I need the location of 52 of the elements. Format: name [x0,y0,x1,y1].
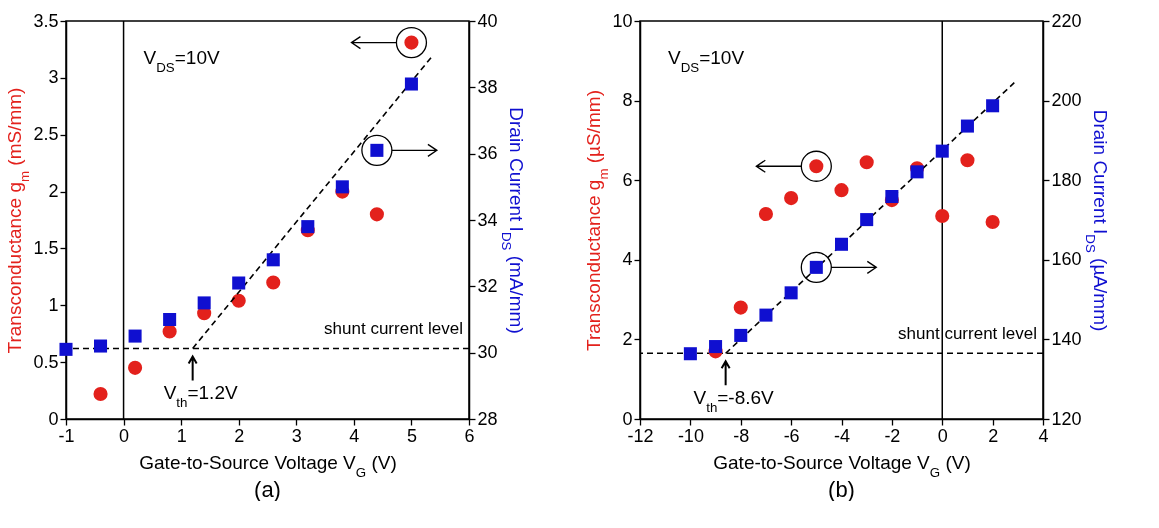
x-tick-label: 0 [119,425,130,446]
y2-tick-label: 28 [477,408,498,429]
y2-tick-label: 36 [477,143,498,164]
y-tick-label: 0 [48,408,59,429]
annotation: V$_{th}$=1.2V [163,382,238,410]
x-tick-label: -4 [833,425,851,446]
y-tick-label: 3 [48,67,59,88]
y2-tick-label: 220 [1051,10,1082,31]
y2-tick-label: 34 [477,209,498,230]
y-tick-label: 4 [622,249,633,270]
y-tick-label: 1 [48,294,59,315]
y-tick-label: 2.5 [33,124,59,145]
y-tick-label: 3.5 [33,10,59,31]
x-tick-label: 5 [406,425,417,446]
x-axis-title: Gate-to-Source Voltage V$_{G}$ (V) [713,451,971,479]
x-tick-label: -2 [884,425,901,446]
x-tick-label: 0 [937,425,948,446]
annotation: V$_{DS}$=10V [668,47,745,75]
ref-line-label: shunt current level [324,319,463,339]
ref-line-label: shunt current level [898,324,1037,344]
y-tick-label: 6 [622,169,633,190]
x-axis-title: Gate-to-Source Voltage V$_{G}$ (V) [139,451,397,479]
y2-tick-label: 140 [1051,328,1082,349]
y2-tick-label: 38 [477,76,498,97]
x-tick-label: 3 [291,425,302,446]
y-tick-label: 0.5 [33,351,59,372]
x-tick-label: 4 [1038,425,1049,446]
annotation: V$_{th}$=-8.6V [693,387,775,415]
y2-tick-label: 30 [477,342,498,363]
y2-tick-label: 40 [477,10,498,31]
text: (a) [254,477,281,502]
annotation: V$_{DS}$=10V [143,47,220,75]
x-tick-label: -10 [677,425,704,446]
x-tick-label: 2 [988,425,999,446]
x-tick-label: 1 [176,425,187,446]
x-tick-label: -6 [783,425,800,446]
y2-tick-label: 180 [1051,169,1082,190]
y2-tick-label: 120 [1051,408,1082,429]
y-tick-label: 2 [48,181,59,202]
x-tick-label: 6 [464,425,475,446]
y-tick-label: 1.5 [33,237,59,258]
x-tick-label: -1 [58,425,75,446]
x-tick-label: 2 [234,425,245,446]
y-tick-label: 8 [622,90,633,111]
y-tick-label: 2 [622,328,633,349]
x-tick-label: -8 [733,425,750,446]
x-tick-label: 4 [349,425,360,446]
y2-tick-label: 200 [1051,90,1082,111]
y2-tick-label: 160 [1051,249,1082,270]
y2-tick-label: 32 [477,275,498,296]
text: (b) [828,477,855,502]
y-tick-label: 10 [612,10,633,31]
